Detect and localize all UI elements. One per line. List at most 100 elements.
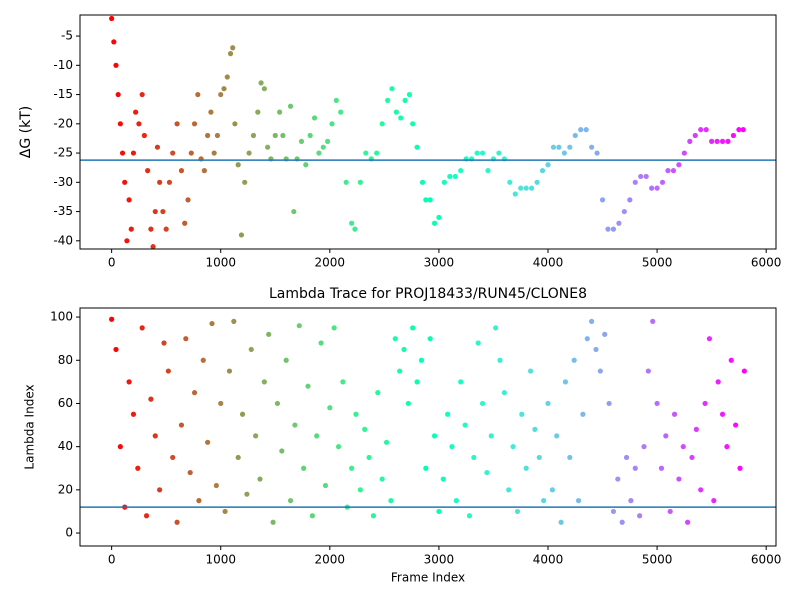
point	[719, 411, 726, 417]
point	[250, 132, 257, 139]
point	[200, 357, 206, 363]
point	[676, 476, 682, 482]
point	[383, 439, 390, 445]
point	[188, 150, 194, 156]
point	[157, 487, 163, 493]
point	[534, 179, 540, 185]
point	[135, 465, 141, 471]
axes-frame	[79, 307, 777, 547]
point	[501, 390, 507, 396]
point	[715, 379, 721, 385]
point	[349, 465, 355, 471]
point	[427, 336, 433, 342]
point	[398, 115, 404, 121]
point	[527, 368, 534, 374]
x-tick-label: 3000	[424, 553, 455, 567]
point	[195, 91, 201, 98]
y-tick-label: -20	[53, 116, 73, 130]
point	[497, 357, 503, 363]
point	[458, 379, 464, 385]
x-tick-label: 6000	[751, 553, 782, 567]
point	[709, 138, 715, 144]
x-tick-label: 6000	[751, 256, 782, 270]
point	[414, 379, 420, 385]
y-tick-label: 80	[58, 353, 73, 367]
point	[375, 390, 381, 396]
y-tick-label: 100	[50, 310, 73, 324]
point	[667, 508, 673, 515]
point	[130, 411, 137, 417]
point	[632, 465, 638, 471]
point	[261, 86, 267, 92]
point	[549, 487, 555, 493]
point	[589, 144, 595, 150]
point	[307, 132, 313, 139]
y-tick-label: -40	[53, 233, 73, 247]
point	[109, 15, 115, 22]
point	[152, 433, 158, 439]
point	[145, 168, 151, 174]
point	[724, 444, 730, 450]
point	[244, 491, 250, 497]
x-tick-label: 0	[108, 256, 116, 270]
point	[224, 74, 230, 80]
point	[506, 487, 512, 493]
point	[514, 508, 521, 515]
point	[218, 91, 224, 98]
point	[567, 144, 573, 150]
x-tick-label: 0	[108, 553, 116, 567]
point	[191, 121, 198, 127]
point	[602, 331, 608, 337]
point	[572, 132, 578, 139]
point	[389, 86, 395, 92]
point	[706, 336, 713, 342]
y-tick-label: 0	[65, 526, 73, 540]
point	[616, 220, 622, 226]
point	[133, 109, 139, 115]
point	[702, 400, 708, 407]
point	[641, 444, 647, 450]
point	[301, 465, 307, 471]
points	[109, 316, 747, 525]
point	[126, 379, 132, 385]
point	[663, 433, 669, 439]
point	[711, 498, 717, 504]
point	[532, 426, 538, 432]
point	[242, 179, 248, 185]
point	[320, 144, 326, 150]
point	[452, 173, 458, 180]
x-tick-label: 5000	[642, 256, 673, 270]
point	[209, 320, 215, 327]
point	[235, 454, 241, 461]
point	[733, 422, 739, 428]
point	[232, 121, 238, 127]
point	[331, 325, 337, 331]
point	[280, 132, 286, 139]
point	[650, 318, 656, 324]
point	[418, 357, 425, 363]
point	[303, 162, 309, 168]
point	[185, 197, 191, 203]
point	[484, 469, 490, 476]
point	[436, 214, 442, 221]
point	[536, 454, 542, 461]
point	[687, 138, 693, 144]
point	[606, 400, 612, 407]
point	[627, 197, 633, 203]
point	[453, 498, 459, 504]
point	[496, 150, 502, 156]
point	[357, 487, 363, 493]
point	[583, 127, 589, 133]
point	[161, 340, 167, 346]
point	[352, 226, 358, 232]
point	[113, 346, 119, 353]
point	[654, 185, 660, 191]
point	[597, 368, 603, 374]
point	[714, 138, 720, 144]
point	[253, 433, 259, 439]
chart-title: Lambda Trace for PROJ18433/RUN45/CLONE8	[269, 286, 587, 302]
point	[139, 91, 145, 98]
point	[170, 150, 176, 156]
y-tick-label: -5	[61, 29, 73, 43]
point	[698, 487, 704, 493]
